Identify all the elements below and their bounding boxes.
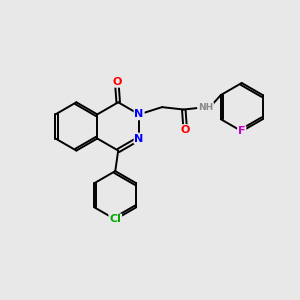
Text: O: O — [181, 125, 190, 135]
Text: N: N — [134, 110, 144, 119]
Text: NH: NH — [198, 103, 213, 112]
Text: F: F — [238, 126, 245, 136]
Text: O: O — [112, 77, 122, 87]
Text: N: N — [134, 134, 144, 143]
Text: Cl: Cl — [109, 214, 121, 224]
